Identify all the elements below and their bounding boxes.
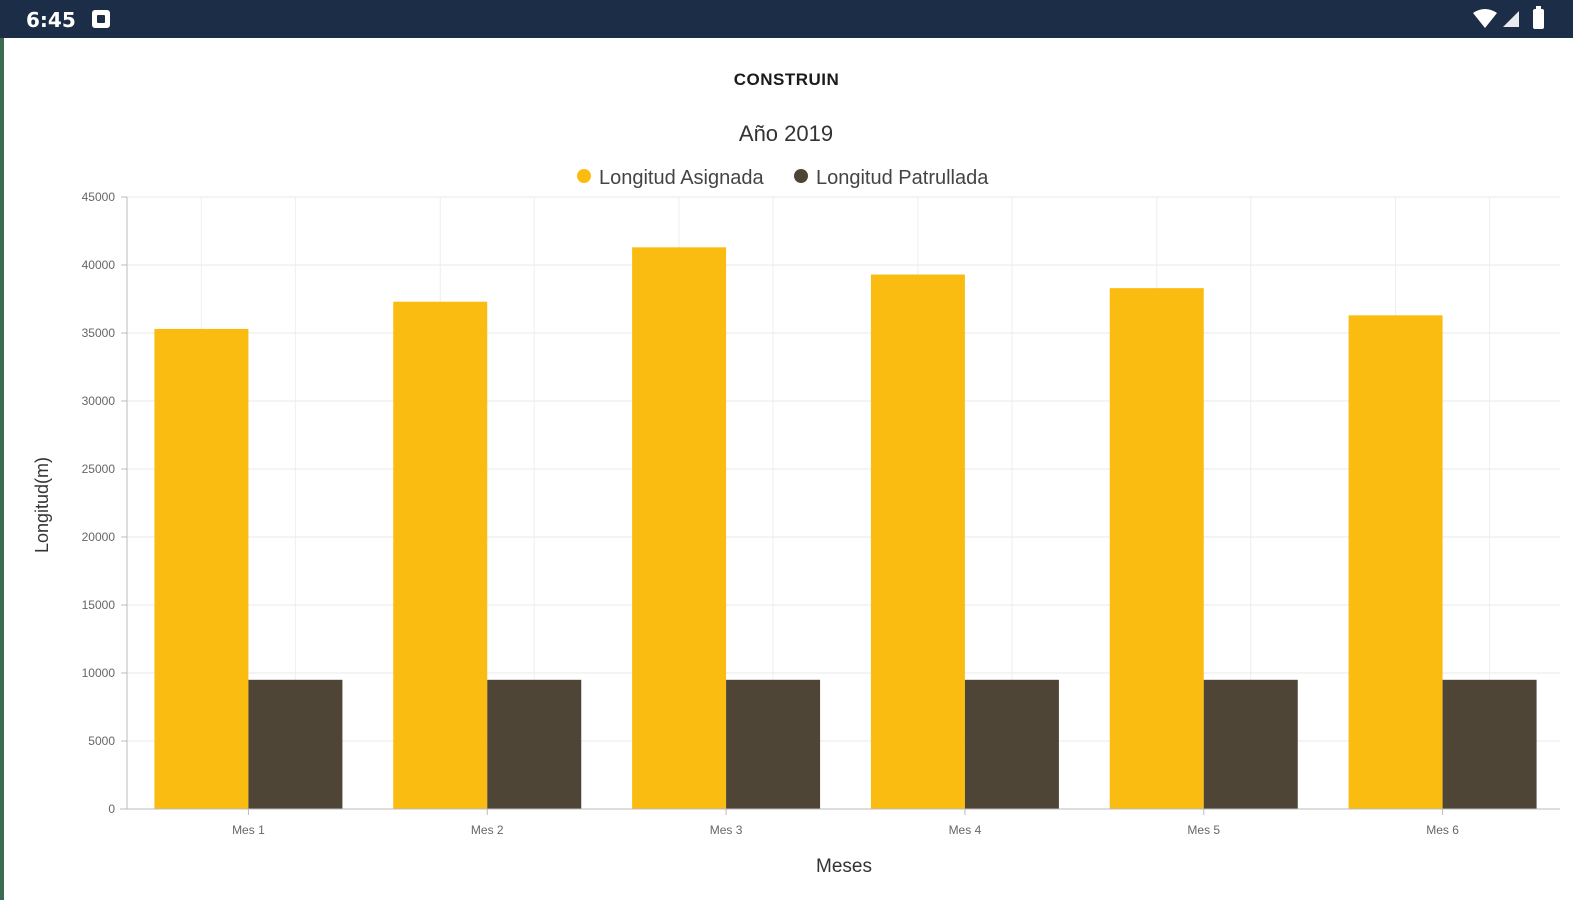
y-tick-label: 45000 xyxy=(82,190,116,204)
y-tick-label: 5000 xyxy=(88,734,115,748)
status-time: 6:45 xyxy=(26,8,76,32)
x-axis-ticks: Mes 1 Mes 2 Mes 3 Mes 4 Mes 5 Mes 6 xyxy=(232,809,1459,837)
signal-icon xyxy=(1503,11,1519,27)
bar-patrullada xyxy=(1203,679,1298,809)
x-tick-label: Mes 3 xyxy=(710,823,743,837)
bar-patrullada xyxy=(964,679,1059,809)
legend-swatch-asignada xyxy=(577,169,591,183)
wifi-icon xyxy=(1473,9,1497,28)
bar-patrullada xyxy=(726,679,821,809)
x-tick-label: Mes 1 xyxy=(232,823,265,837)
y-tick-label: 25000 xyxy=(82,462,116,476)
app-title: CONSTRUIN xyxy=(733,70,840,89)
legend-label-asignada: Longitud Asignada xyxy=(599,167,764,189)
bar-asignada xyxy=(1348,315,1443,809)
x-tick-label: Mes 5 xyxy=(1187,823,1220,837)
bar-asignada xyxy=(154,328,249,809)
bar-patrullada xyxy=(248,679,343,809)
chart-legend: Longitud Asignada Longitud Patrullada xyxy=(577,167,989,189)
legend-swatch-patrullada xyxy=(794,169,808,183)
x-tick-label: Mes 4 xyxy=(949,823,982,837)
bar-asignada xyxy=(632,247,727,809)
bar-asignada xyxy=(393,301,488,809)
y-tick-label: 35000 xyxy=(82,326,116,340)
legend-label-patrullada: Longitud Patrullada xyxy=(816,167,989,189)
chart-title: Año 2019 xyxy=(739,121,833,146)
x-tick-label: Mes 2 xyxy=(471,823,504,837)
bar-asignada xyxy=(870,274,965,809)
y-tick-label: 20000 xyxy=(82,530,116,544)
notification-icon xyxy=(92,10,110,28)
y-tick-label: 10000 xyxy=(82,666,116,680)
y-tick-label: 30000 xyxy=(82,394,116,408)
x-tick-label: Mes 6 xyxy=(1426,823,1459,837)
y-axis-label: Longitud(m) xyxy=(32,457,52,553)
status-bar: 6:45 xyxy=(0,0,1573,38)
y-tick-label: 40000 xyxy=(82,258,116,272)
bar-patrullada xyxy=(487,679,582,809)
window-edge xyxy=(0,38,4,900)
y-tick-label: 15000 xyxy=(82,598,116,612)
y-tick-label: 0 xyxy=(108,802,115,816)
x-axis-label: Meses xyxy=(816,856,872,877)
bar-patrullada xyxy=(1442,679,1537,809)
y-axis-ticks: 0 5000 10000 15000 20000 25000 30000 35000 40000… xyxy=(82,190,127,816)
battery-icon xyxy=(1533,6,1544,29)
bar-asignada xyxy=(1109,288,1204,809)
bars xyxy=(154,247,1537,809)
